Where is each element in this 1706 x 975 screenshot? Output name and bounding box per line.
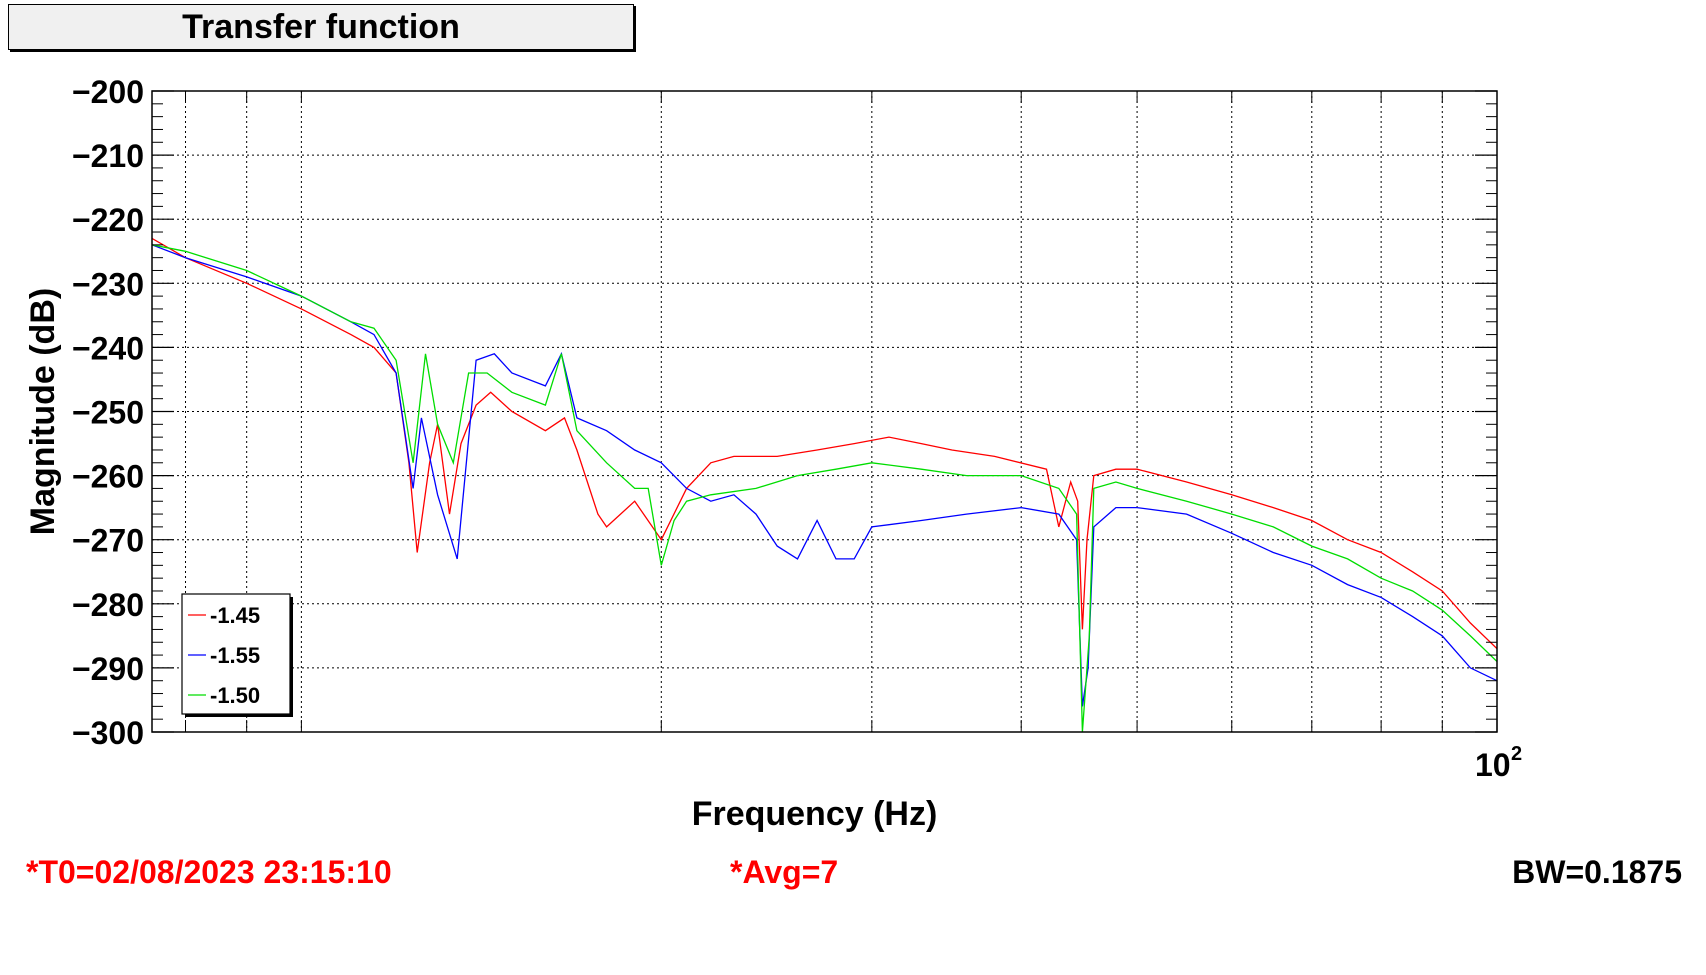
series-line	[152, 237, 1497, 650]
y-tick-label: −220	[72, 202, 144, 238]
y-tick-label: −230	[72, 266, 144, 302]
y-tick-label: −280	[72, 587, 144, 623]
bandwidth: BW=0.1875	[1512, 854, 1682, 890]
y-tick-label: −300	[72, 715, 144, 751]
chart-title: Transfer function	[8, 4, 634, 50]
y-tick-label: −200	[72, 74, 144, 110]
x-tick-label: 10	[1475, 747, 1511, 783]
y-tick-label: −240	[72, 330, 144, 366]
legend-label: -1.50	[210, 683, 260, 708]
y-tick-label: −210	[72, 138, 144, 174]
y-tick-label: −250	[72, 395, 144, 431]
y-tick-label: −290	[72, 651, 144, 687]
y-tick-label: −270	[72, 523, 144, 559]
series-line	[152, 244, 1497, 707]
legend-box	[181, 593, 291, 715]
y-axis-label: Magnitude (dB)	[24, 288, 62, 535]
x-axis-label: Frequency (Hz)	[692, 795, 938, 833]
y-tick-label: −260	[72, 459, 144, 495]
x-tick-label-exponent: 2	[1511, 743, 1522, 765]
legend: -1.45 -1.55 -1.50	[181, 593, 293, 717]
y-axis: −200 −210 −220 −230 −240 −250 −260 −270 −280 −290…	[72, 74, 1497, 751]
series-line	[152, 244, 1497, 732]
series-layer	[152, 237, 1497, 732]
x-axis: 10 2	[185, 91, 1522, 783]
legend-label: -1.55	[210, 643, 260, 668]
grid	[152, 91, 1497, 732]
legend-label: -1.45	[210, 603, 260, 628]
t0-timestamp: *T0=02/08/2023 23:15:10	[26, 854, 392, 890]
average-count: *Avg=7	[730, 854, 839, 890]
